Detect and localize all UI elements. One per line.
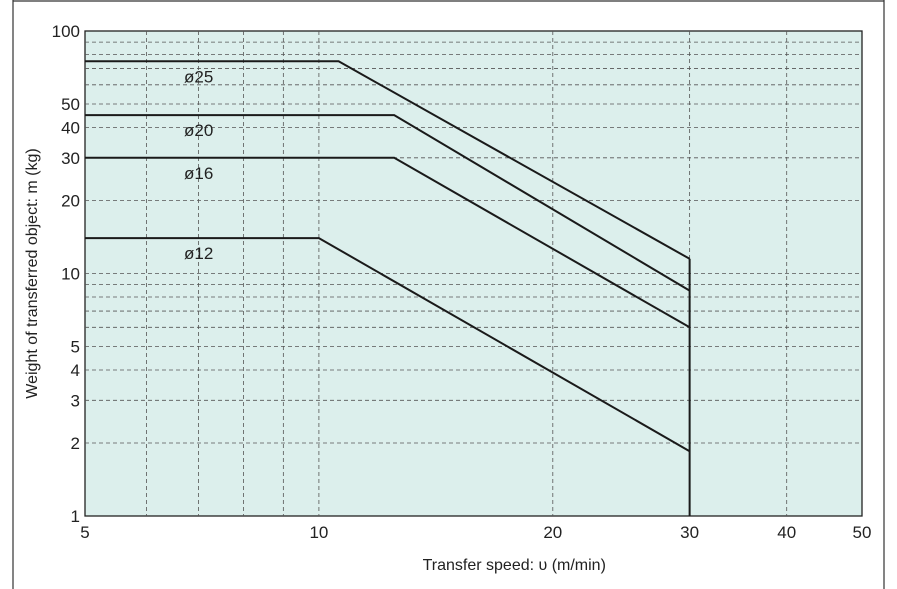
series-line-0 [85, 60, 691, 260]
series-label-2: ø16 [184, 164, 213, 183]
x-tick-label: 40 [777, 523, 796, 542]
x-tick-label: 20 [543, 523, 562, 542]
series-labels: ø25 ø20 ø16 ø12 [184, 67, 213, 263]
series-group [85, 60, 691, 453]
series-label-1: ø20 [184, 121, 213, 140]
y-tick-label: 100 [52, 22, 80, 41]
page-border [12, 0, 885, 589]
y-tick-label: 40 [61, 119, 80, 138]
y-tick-labels: 1 2 3 4 5 10 20 30 40 50 100 [52, 22, 80, 526]
y-tick-label: 4 [71, 361, 80, 380]
x-axis-title: Transfer speed: υ (m/min) [423, 557, 606, 574]
y-gridlines [85, 41, 862, 444]
series-line-3 [85, 237, 691, 453]
y-tick-label: 30 [61, 149, 80, 168]
x-tick-label: 30 [680, 523, 699, 542]
x-tick-labels: 5 10 20 30 40 50 [80, 523, 871, 542]
y-tick-label: 5 [71, 337, 80, 356]
x-tick-label: 5 [80, 523, 89, 542]
x-gridlines [146, 31, 788, 516]
series-label-0: ø25 [184, 67, 213, 86]
series-label-3: ø12 [184, 244, 213, 263]
y-tick-label: 3 [71, 391, 80, 410]
x-tick-label: 10 [309, 523, 328, 542]
series-line-1 [85, 114, 691, 292]
y-tick-label: 50 [61, 95, 80, 114]
series-line-2 [85, 156, 691, 329]
y-tick-label: 1 [71, 507, 80, 526]
y-axis-title: Weight of transferred object: m (kg) [24, 148, 41, 398]
y-tick-label: 20 [61, 192, 80, 211]
y-tick-label: 10 [61, 265, 80, 284]
y-tick-label: 2 [71, 434, 80, 453]
x-tick-label: 50 [853, 523, 872, 542]
